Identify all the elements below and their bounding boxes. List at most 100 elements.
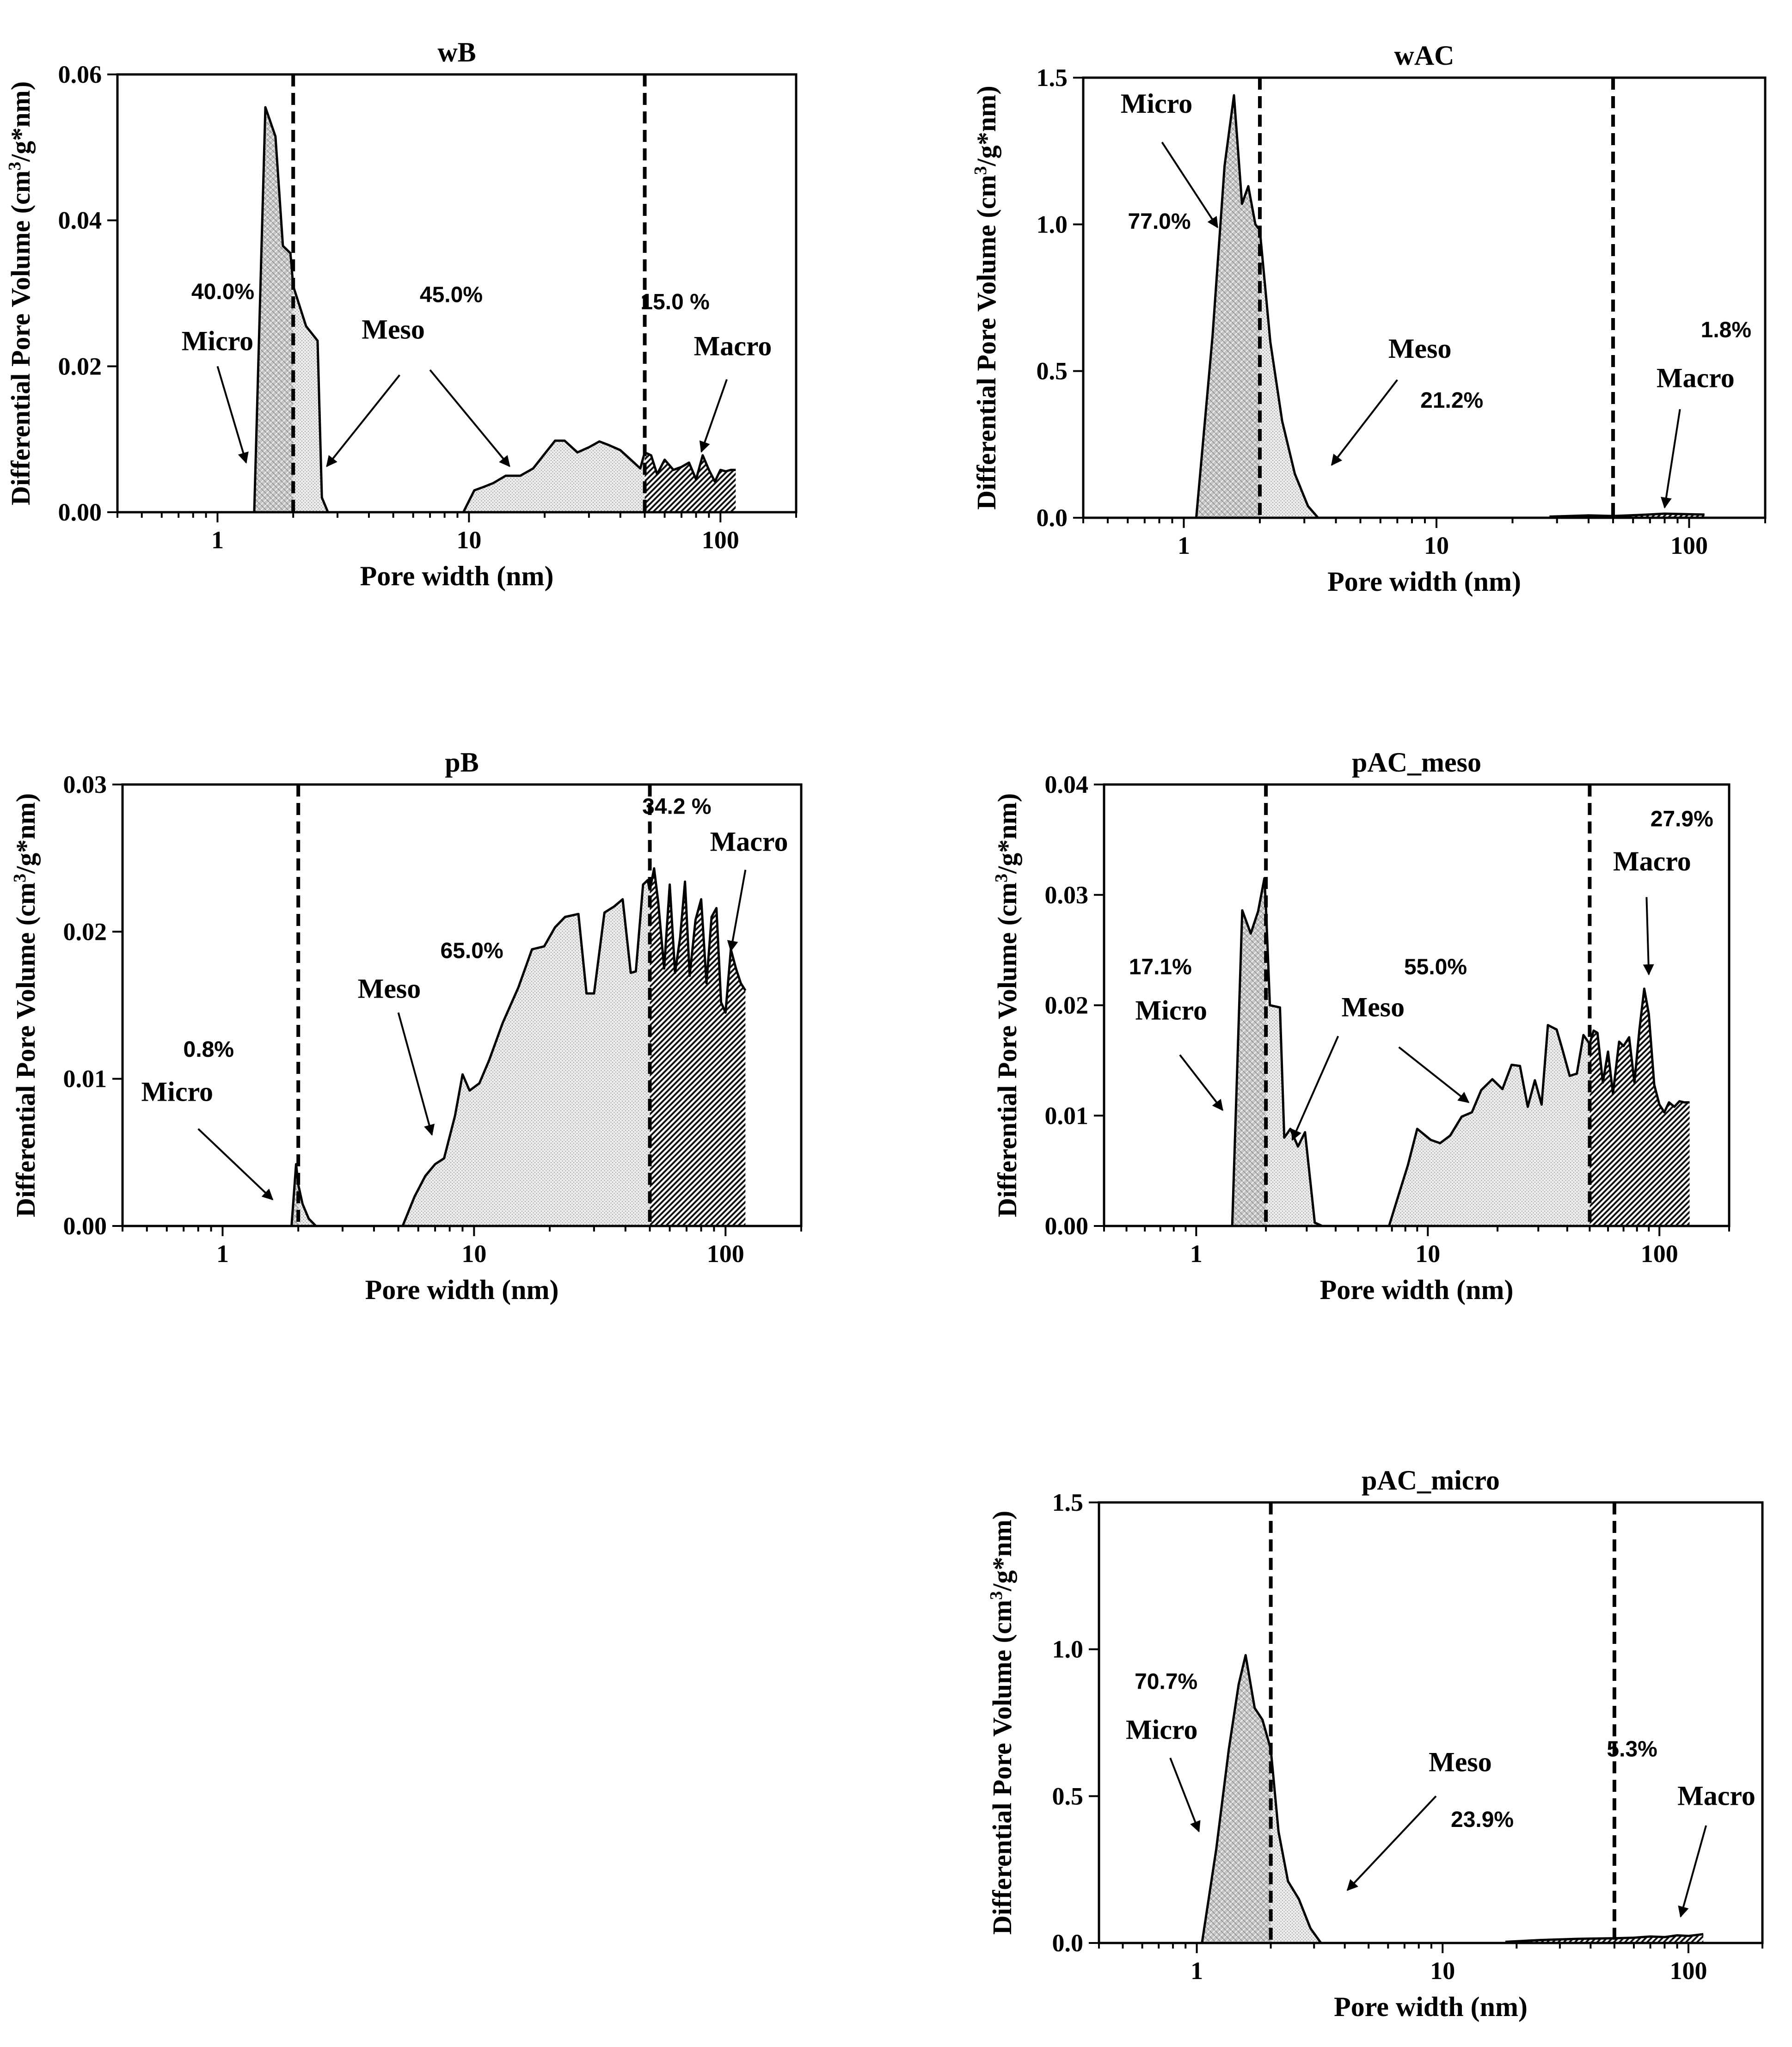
y-axis-label: Differential Pore Volume (cm3/g*nm) [987,1511,1017,1935]
region-label: Micro [141,1076,213,1107]
series-line-meso [297,879,651,1227]
x-axis-label: Pore width (nm) [365,1275,559,1305]
region-label: Meso [1341,992,1405,1022]
y-tick-label: 1.5 [1052,1489,1084,1516]
series-line-meso [292,285,646,514]
percent-annotation: 70.7% [1135,1669,1197,1694]
y-axis-label-prefix: Differential Pore Volume (cm [971,175,1001,509]
y-tick-label: 0.01 [1045,1102,1089,1129]
annotation-arrow [1398,1046,1470,1103]
y-axis-label-sup: 3 [987,1591,1006,1600]
y-axis-label-suffix: /g*nm) [992,793,1022,874]
y-tick-label: 0.02 [63,918,107,945]
region-label: Micro [182,326,253,356]
y-tick-label: 1.0 [1037,210,1068,238]
panel-pAC-meso: 1 10 100 0.00 0.01 0.02 0.03 0.04 pAC_meso Pore w… [992,747,1731,1305]
series-area-micro [1196,95,1260,518]
y-tick-label: 0.02 [58,352,102,380]
percent-annotation: 77.0% [1128,209,1191,234]
series-area-macro [650,868,746,1226]
series-area-meso [1270,1749,1614,1943]
annotation-arrow [216,366,249,464]
region-label: Micro [1126,1714,1197,1745]
y-tick-label: 0.01 [63,1065,107,1093]
x-tick-label: 100 [707,1240,744,1268]
y-axis-label-sup: 3 [5,162,25,171]
x-tick-label: 10 [1415,1240,1440,1268]
y-tick-label: 0.02 [1045,992,1089,1019]
y-axis-label-sup: 3 [971,166,990,175]
annotation-arrow [1331,379,1398,466]
annotation-arrow [1179,1054,1224,1111]
y-tick-label: 0.04 [1045,771,1089,798]
percent-annotation: 45.0% [420,282,483,307]
x-tick-label: 100 [1669,1957,1707,1985]
panel-pAC-micro: 1 10 100 0.0 0.5 1.0 1.5 pAC_micro Pore width (n… [987,1465,1764,2022]
y-tick-label: 0.00 [58,498,102,526]
y-tick-label: 0.04 [58,207,102,234]
plot-frame [1098,1501,1764,1944]
series-line-macro [1589,987,1690,1114]
x-tick-label: 10 [461,1240,486,1268]
series-line-micro [1195,94,1261,518]
x-tick-label: 100 [1670,532,1708,559]
series-area-macro [1589,988,1690,1226]
panel-pB: 1 10 100 0.00 0.01 0.02 0.03 pB Pore width (nm) D… [10,747,803,1305]
y-tick-label: 0.03 [1045,881,1089,909]
x-tick-label: 1 [216,1240,229,1268]
chart-title: wB [437,37,476,67]
annotation-arrow [1643,897,1654,976]
region-label: Micro [1135,995,1207,1026]
series-area-meso [293,286,645,512]
panel-wB: 1 10 100 0.00 0.02 0.04 0.06 wB Pore width (nm) D… [5,37,798,591]
x-tick-label: 10 [1430,1957,1455,1985]
y-axis-label: Differential Pore Volume (cm3/g*nm) [992,793,1022,1217]
annotation-arrow [1169,1758,1201,1832]
y-tick-label: 0.00 [1045,1212,1089,1240]
annotation-arrow [1291,1036,1339,1141]
y-tick-label: 0.06 [58,61,102,88]
y-axis-label: Differential Pore Volume (cm3/g*nm) [971,86,1001,509]
y-tick-label: 0.5 [1052,1782,1084,1810]
annotation-arrow [699,379,728,453]
x-axis-label: Pore width (nm) [1327,566,1521,597]
percent-annotation: 15.0 % [640,290,709,314]
x-axis-label: Pore width (nm) [1334,1992,1528,2022]
region-label: Macro [1613,846,1691,876]
series-area-meso [1266,906,1590,1226]
x-tick-label: 100 [1641,1240,1678,1268]
y-tick-label: 1.0 [1052,1636,1084,1663]
x-axis-label: Pore width (nm) [360,561,554,591]
percent-annotation: 23.9% [1451,1808,1514,1832]
x-tick-label: 10 [456,526,481,554]
y-axis-label-suffix: /g*nm) [987,1511,1017,1592]
x-tick-label: 1 [1190,1240,1203,1268]
chart-title: pB [445,747,479,778]
region-label: Micro [1121,88,1192,119]
x-tick-label: 1 [1178,532,1190,559]
percent-annotation: 17.1% [1129,955,1192,980]
region-label: Macro [1677,1780,1755,1811]
region-label: Macro [1657,363,1735,393]
region-label: Meso [1429,1747,1492,1777]
annotation-arrow [1678,1825,1707,1918]
series-area-micro [254,107,294,512]
percent-annotation: 27.9% [1651,807,1713,832]
x-tick-label: 1 [1191,1957,1203,1985]
y-axis-label-prefix: Differential Pore Volume (cm [992,883,1022,1217]
x-tick-label: 10 [1424,532,1449,559]
y-tick-label: 0.5 [1037,357,1068,385]
annotation-arrow [1660,409,1681,509]
y-axis-label-suffix: /g*nm) [11,793,41,874]
percent-annotation: 0.8% [184,1037,234,1062]
annotation-arrow [1161,141,1219,228]
series-area-meso [1260,230,1613,518]
y-tick-label: 0.0 [1037,504,1068,532]
y-axis-label: Differential Pore Volume (cm3/g*nm) [5,81,36,505]
x-tick-label: 100 [702,526,739,554]
y-axis-label-sup: 3 [10,874,30,883]
series-line-meso [1264,906,1591,1227]
series-line-meso [1270,1749,1614,1944]
chart-title: pAC_micro [1362,1465,1500,1495]
